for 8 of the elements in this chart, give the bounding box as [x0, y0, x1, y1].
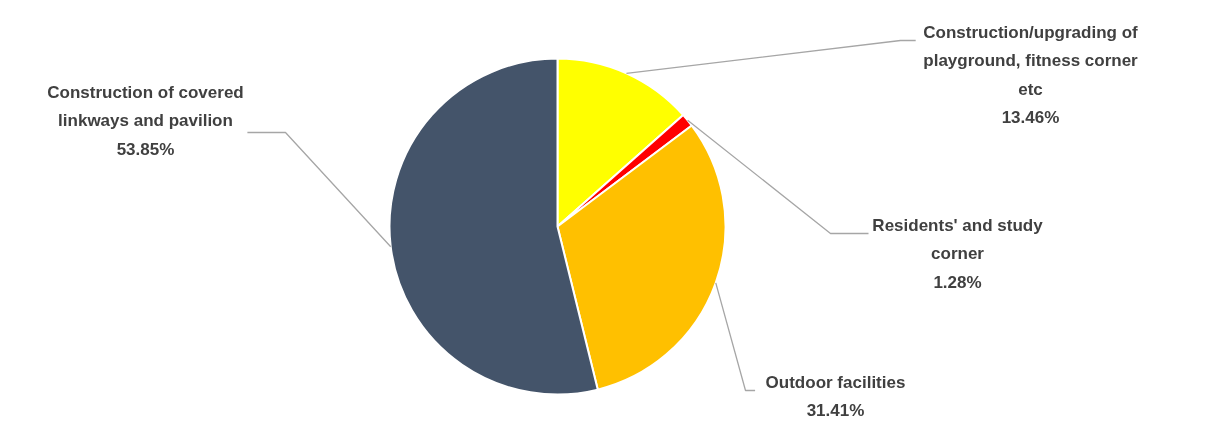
data-label: 1.28%: [933, 272, 982, 292]
slice-label: Outdoor facilities: [765, 372, 906, 392]
slice-label: Construction of covered linkways and pavilion: [47, 82, 244, 130]
slice-label: Residents' and study corner: [872, 215, 1044, 263]
slice-label: Construction/upgrading of playground, fitness corner etc: [923, 22, 1139, 99]
data-label: 31.41%: [806, 401, 865, 420]
data-label: 13.46%: [1001, 108, 1060, 127]
data-label: 53.85%: [116, 139, 175, 159]
